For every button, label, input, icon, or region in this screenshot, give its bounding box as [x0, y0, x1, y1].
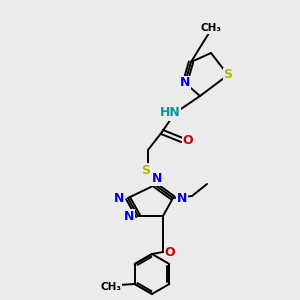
Text: S: S: [224, 68, 232, 82]
Text: N: N: [152, 172, 162, 184]
Text: S: S: [142, 164, 151, 176]
Text: N: N: [180, 76, 190, 89]
Text: CH₃: CH₃: [200, 23, 221, 33]
Text: HN: HN: [160, 106, 180, 119]
Text: CH₃: CH₃: [100, 282, 122, 292]
Text: O: O: [165, 245, 175, 259]
Text: N: N: [177, 191, 187, 205]
Text: O: O: [183, 134, 193, 146]
Text: N: N: [124, 209, 134, 223]
Text: N: N: [114, 191, 124, 205]
